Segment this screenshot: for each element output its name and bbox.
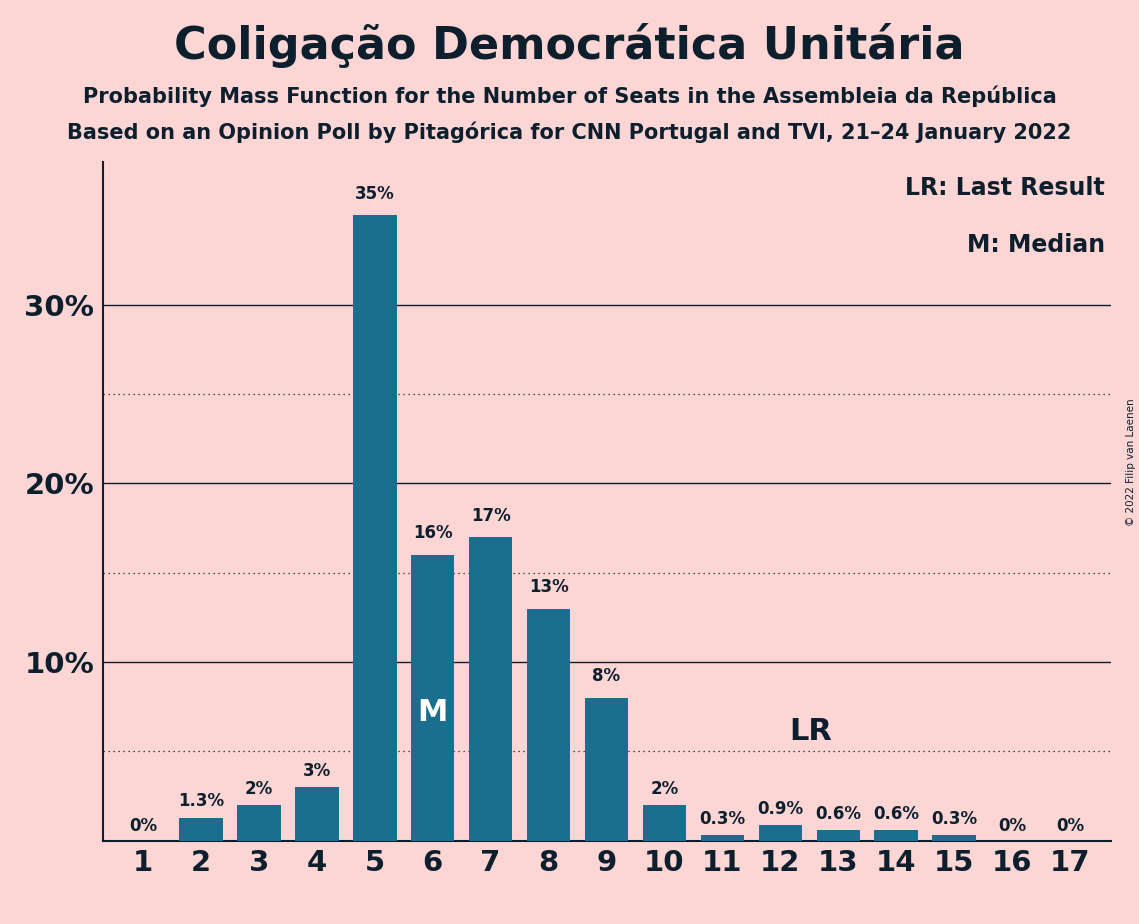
Text: 0%: 0%: [129, 818, 157, 835]
Text: Coligação Democrática Unitária: Coligação Democrática Unitária: [174, 23, 965, 68]
Bar: [469, 537, 513, 841]
Text: M: M: [418, 698, 448, 726]
Text: M: Median: M: Median: [967, 233, 1105, 257]
Text: 17%: 17%: [470, 506, 510, 525]
Bar: [527, 609, 571, 841]
Bar: [295, 787, 338, 841]
Text: 0%: 0%: [1056, 818, 1084, 835]
Bar: [237, 805, 280, 841]
Text: 0.9%: 0.9%: [757, 799, 803, 818]
Bar: [875, 830, 918, 841]
Text: 16%: 16%: [413, 525, 452, 542]
Bar: [584, 698, 629, 841]
Bar: [411, 555, 454, 841]
Text: 2%: 2%: [650, 780, 679, 798]
Bar: [179, 818, 223, 841]
Bar: [642, 805, 686, 841]
Text: © 2022 Filip van Laenen: © 2022 Filip van Laenen: [1126, 398, 1136, 526]
Text: Probability Mass Function for the Number of Seats in the Assembleia da República: Probability Mass Function for the Number…: [83, 85, 1056, 106]
Text: Based on an Opinion Poll by Pitagórica for CNN Portugal and TVI, 21–24 January 2: Based on an Opinion Poll by Pitagórica f…: [67, 122, 1072, 143]
Text: 8%: 8%: [592, 667, 621, 686]
Text: LR: Last Result: LR: Last Result: [906, 176, 1105, 200]
Text: 2%: 2%: [245, 780, 273, 798]
Text: 0.3%: 0.3%: [699, 810, 745, 828]
Text: 3%: 3%: [303, 762, 331, 780]
Bar: [700, 835, 744, 841]
Bar: [759, 825, 802, 841]
Bar: [817, 830, 860, 841]
Text: 0.3%: 0.3%: [931, 810, 977, 828]
Text: 35%: 35%: [355, 185, 395, 202]
Text: 13%: 13%: [528, 578, 568, 596]
Bar: [933, 835, 976, 841]
Text: 0.6%: 0.6%: [816, 805, 861, 823]
Text: LR: LR: [789, 717, 831, 746]
Text: 0.6%: 0.6%: [874, 805, 919, 823]
Text: 0%: 0%: [998, 818, 1026, 835]
Text: 1.3%: 1.3%: [178, 793, 224, 810]
Bar: [353, 215, 396, 841]
